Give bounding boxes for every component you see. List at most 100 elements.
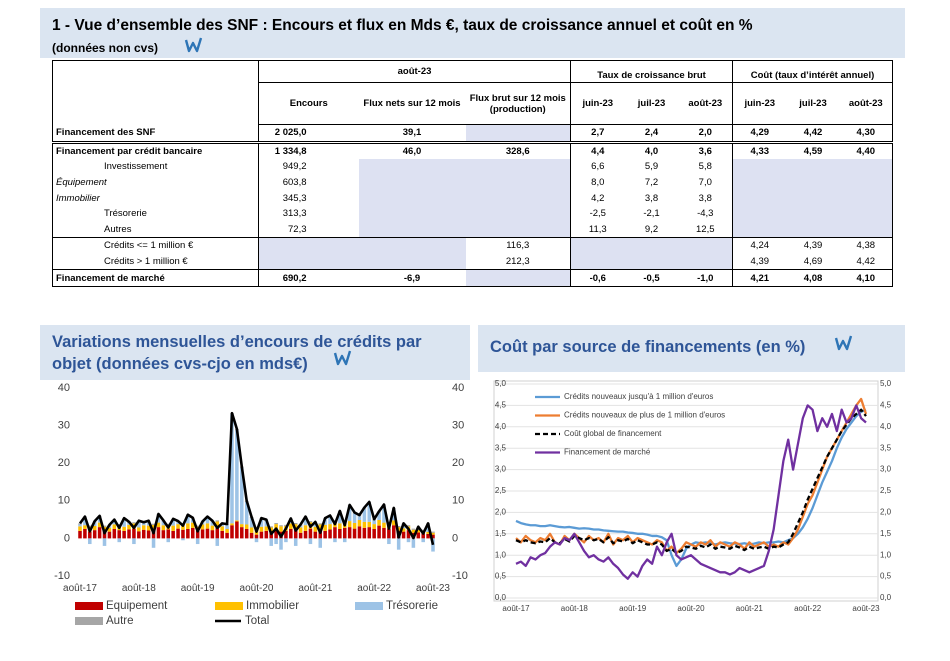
bar [88, 531, 92, 539]
bar [308, 521, 313, 523]
bar [235, 521, 239, 539]
legend-label: Immobilier [246, 600, 299, 612]
bar [289, 529, 293, 539]
bar [117, 524, 121, 526]
table-cell: 7,2 [644, 177, 659, 189]
table-cell: 603,8 [258, 174, 359, 191]
bar [127, 529, 131, 539]
empty-cell [786, 205, 840, 222]
bar [392, 520, 396, 526]
legend-label: Financement de marché [564, 448, 651, 457]
bar [171, 525, 175, 531]
bar [249, 518, 254, 528]
y-tick-label: 40 [58, 382, 70, 394]
bar [195, 538, 200, 545]
bar [284, 538, 288, 543]
bar [195, 525, 200, 527]
table-cell: 46,0 [358, 140, 466, 160]
y-tick-label: 5,0 [495, 379, 507, 388]
table-cell: 4,24 [732, 237, 787, 254]
x-tick-label: août-17 [502, 604, 530, 613]
bar [92, 522, 97, 526]
empty-cell [839, 174, 893, 191]
empty-cell [465, 190, 571, 206]
bar [161, 521, 166, 526]
y-tick-label: 0 [64, 532, 70, 544]
row-label: Crédits > 1 million € [104, 256, 188, 268]
table-cell: -4,3 [697, 208, 714, 220]
empty-cell [732, 205, 787, 222]
bar [186, 529, 190, 539]
legend-label: Total [245, 615, 269, 627]
group-header: Coût (taux d’intérêt annuel) [732, 60, 893, 83]
bar [254, 538, 259, 543]
bar [421, 538, 425, 543]
bar [411, 529, 416, 533]
bar [367, 527, 372, 539]
table-cell: 11,3 [570, 221, 625, 238]
table-cell: -6,9 [358, 269, 466, 287]
empty-cell [570, 237, 625, 254]
bar [117, 530, 121, 539]
bar [347, 506, 352, 522]
bar [151, 538, 156, 548]
bar [362, 508, 367, 522]
bar [333, 527, 337, 539]
bar [195, 530, 200, 539]
row-label: Crédits <= 1 million € [52, 237, 259, 254]
bar [83, 525, 87, 529]
table-cell: 212,3 [505, 256, 530, 268]
empty-cell [358, 174, 466, 191]
bar [225, 529, 229, 533]
bar [382, 522, 386, 528]
bar [254, 534, 259, 539]
bar [122, 526, 126, 531]
y2-tick-label: 0 [452, 532, 458, 544]
bar [382, 527, 386, 539]
table-row: Équipement 603,8 8,0 7,2 7,0 [53, 174, 893, 191]
y2-tick-label: 1,5 [880, 529, 892, 538]
bar [298, 525, 303, 528]
table-cell: -2,5 [570, 205, 625, 222]
bar [156, 527, 161, 539]
y-tick-label: 3,0 [495, 465, 507, 474]
bar [298, 532, 303, 539]
column-header: Flux nets sur 12 mois [358, 82, 466, 125]
bar [127, 524, 131, 530]
table-cell: 4,59 [786, 140, 840, 160]
bar [166, 523, 171, 525]
bar [426, 533, 430, 539]
bar [347, 527, 352, 539]
title-band [40, 8, 905, 58]
y-tick-label: 3,5 [495, 443, 507, 452]
chart-title: Coût par source de financements (en %) [490, 338, 806, 356]
bar [200, 529, 205, 539]
bar [318, 538, 323, 548]
x-tick-label: août-20 [240, 583, 274, 594]
bar [181, 529, 185, 539]
y2-tick-label: 0,0 [880, 593, 892, 602]
bar [338, 529, 342, 539]
column-header: juin-23 [570, 82, 625, 125]
legend-label: Crédits nouveaux de plus de 1 million d'… [564, 411, 725, 420]
bar [274, 522, 278, 525]
bar [279, 538, 283, 550]
x-tick-label: août-23 [416, 583, 450, 594]
bar [357, 526, 362, 539]
table-cell: 4,40 [839, 140, 893, 160]
bar [117, 538, 121, 543]
bar [132, 522, 136, 524]
empty-cell [358, 190, 466, 206]
bar [83, 529, 87, 539]
bar [132, 538, 136, 545]
bar [416, 532, 421, 539]
bar [161, 530, 166, 539]
legend-label: Equipement [106, 600, 168, 612]
table-cell: 4,4 [570, 140, 625, 160]
bar [171, 530, 175, 539]
bar [240, 467, 244, 525]
table-cell: 5,9 [644, 161, 659, 173]
empty-cell [570, 253, 625, 270]
column-header: juin-23 [732, 82, 787, 125]
x-tick-label: août-22 [794, 604, 822, 613]
